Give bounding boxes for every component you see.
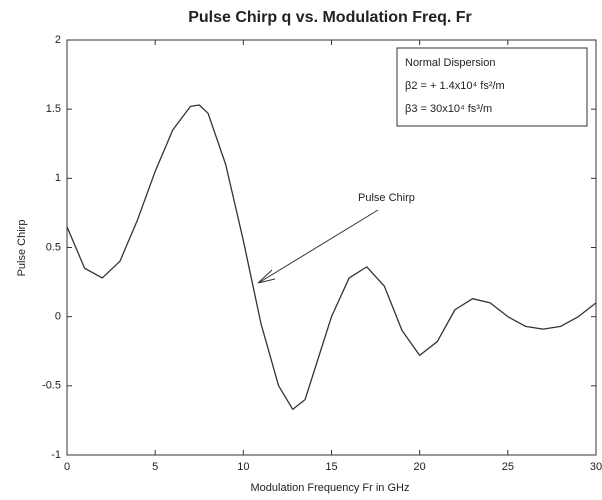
arrow-head <box>257 269 276 284</box>
legend-box <box>396 47 588 127</box>
annotation: Pulse Chirp <box>358 192 415 204</box>
x-axis-label: Modulation Frequency Fr in GHz <box>251 482 410 494</box>
x-tick-label: 20 <box>414 461 426 473</box>
y-tick-label: 0 <box>55 311 61 323</box>
x-tick-label: 25 <box>502 461 514 473</box>
annotation: β3 = 30x10⁴ fs³/m <box>405 103 492 115</box>
y-tick-label: -1 <box>51 449 61 461</box>
y-tick-label: 1 <box>55 172 61 184</box>
y-tick-label: 2 <box>55 34 61 46</box>
x-tick-label: 10 <box>237 461 249 473</box>
arrow <box>259 209 379 283</box>
x-tick-label: 0 <box>64 461 70 473</box>
x-tick-label: 15 <box>325 461 337 473</box>
y-tick-label: -0.5 <box>42 380 61 392</box>
x-tick-label: 30 <box>590 461 602 473</box>
data-line <box>66 104 597 410</box>
annotation: β2 = + 1.4x10⁴ fs²/m <box>405 80 505 92</box>
y-tick-label: 1.5 <box>46 103 61 115</box>
annotation: Normal Dispersion <box>405 57 495 69</box>
x-tick-label: 5 <box>152 461 158 473</box>
y-axis-label: Pulse Chirp <box>16 220 28 277</box>
y-tick-label: 0.5 <box>46 241 61 253</box>
chart-title: Pulse Chirp q vs. Modulation Freq. Fr <box>188 9 472 26</box>
